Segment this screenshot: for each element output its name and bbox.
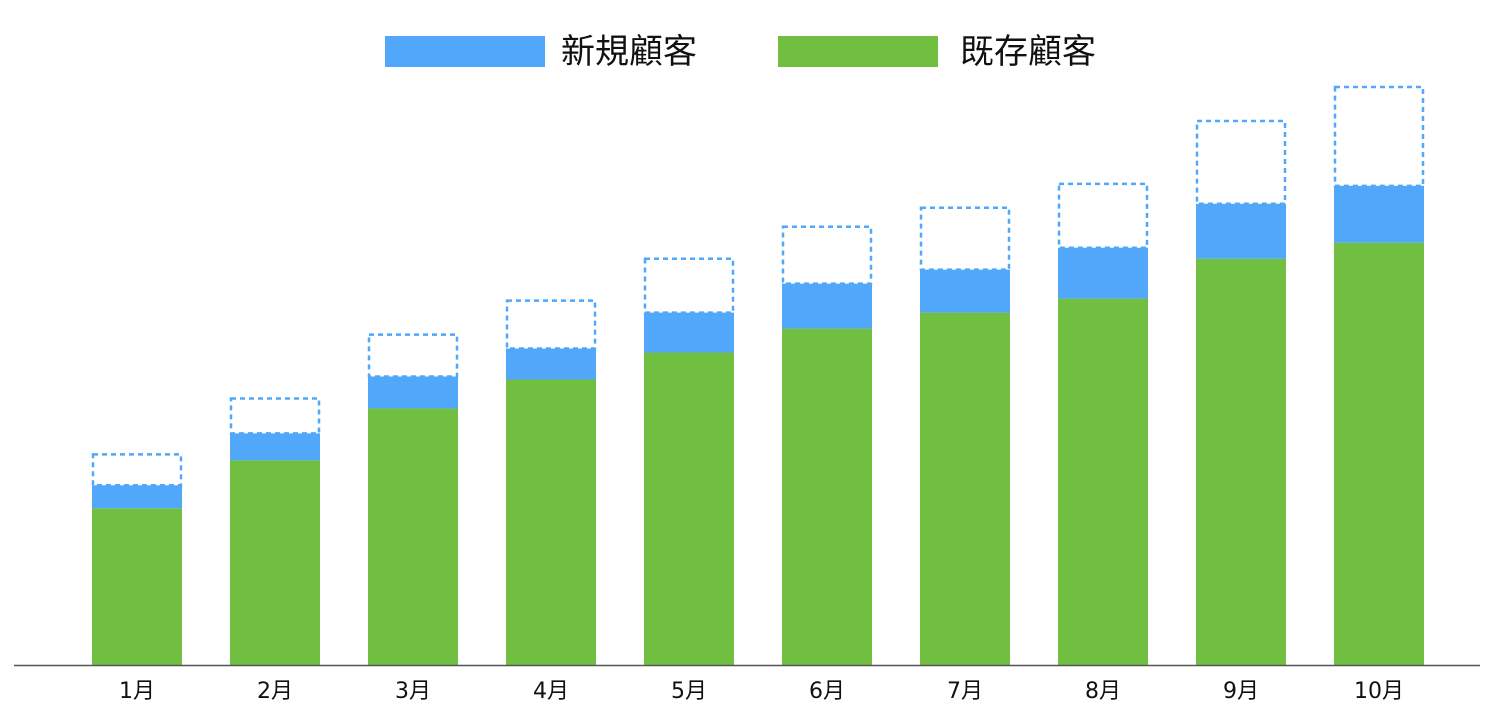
bar-group-3 xyxy=(367,333,459,665)
legend-label-new-customers: 新規顧客 xyxy=(561,32,697,72)
target-outline xyxy=(91,453,183,487)
bar-group-7 xyxy=(919,206,1011,665)
bar-group-8 xyxy=(1057,182,1149,665)
bar-group-6 xyxy=(781,225,873,665)
bar-new-customers[interactable] xyxy=(1196,203,1286,259)
x-tick-label: 4月 xyxy=(533,679,569,704)
target-outline xyxy=(229,397,321,435)
bar-new-customers[interactable] xyxy=(1058,247,1148,299)
x-tick-label: 8月 xyxy=(1085,679,1121,704)
target-outline xyxy=(367,333,459,378)
target-outline xyxy=(643,257,735,314)
legend: 新規顧客 既存顧客 xyxy=(0,28,1506,76)
bar-new-customers[interactable] xyxy=(368,376,458,409)
x-tick-label: 1月 xyxy=(119,679,155,704)
target-outline xyxy=(1057,182,1149,249)
bar-new-customers[interactable] xyxy=(506,348,596,380)
bar-existing-customers[interactable] xyxy=(230,460,320,665)
bar-new-customers[interactable] xyxy=(644,312,734,353)
bar-group-9 xyxy=(1195,119,1287,665)
bar-group-4 xyxy=(505,299,597,665)
bar-existing-customers[interactable] xyxy=(782,328,872,665)
bar-group-2 xyxy=(229,397,321,665)
bar-existing-customers[interactable] xyxy=(92,508,182,665)
bar-existing-customers[interactable] xyxy=(1334,242,1424,665)
target-outline xyxy=(919,206,1011,271)
bar-existing-customers[interactable] xyxy=(1058,298,1148,665)
x-tick-label: 3月 xyxy=(395,679,431,704)
x-tick-label: 6月 xyxy=(809,679,845,704)
bar-existing-customers[interactable] xyxy=(1196,258,1286,665)
x-tick-label: 2月 xyxy=(257,679,293,704)
target-outline xyxy=(1333,85,1425,188)
legend-label-existing-customers: 既存顧客 xyxy=(960,32,1096,72)
bar-new-customers[interactable] xyxy=(92,485,182,509)
bar-new-customers[interactable] xyxy=(782,283,872,329)
bar-existing-customers[interactable] xyxy=(368,408,458,665)
bar-new-customers[interactable] xyxy=(230,433,320,461)
bar-new-customers[interactable] xyxy=(1334,185,1424,243)
bar-new-customers[interactable] xyxy=(920,269,1010,313)
x-tick-label: 9月 xyxy=(1223,679,1259,704)
bar-group-1 xyxy=(91,453,183,665)
x-tick-label: 5月 xyxy=(671,679,707,704)
legend-swatch-existing-customers xyxy=(778,36,938,67)
target-outline xyxy=(1195,119,1287,206)
bar-existing-customers[interactable] xyxy=(920,312,1010,665)
legend-swatch-new-customers xyxy=(385,36,545,67)
x-tick-label: 10月 xyxy=(1354,679,1404,704)
bar-group-10 xyxy=(1333,85,1425,665)
target-outline xyxy=(505,299,597,350)
x-tick-label: 7月 xyxy=(947,679,983,704)
target-outline xyxy=(781,225,873,285)
bar-existing-customers[interactable] xyxy=(506,379,596,665)
bar-existing-customers[interactable] xyxy=(644,352,734,665)
bar-group-5 xyxy=(643,257,735,665)
